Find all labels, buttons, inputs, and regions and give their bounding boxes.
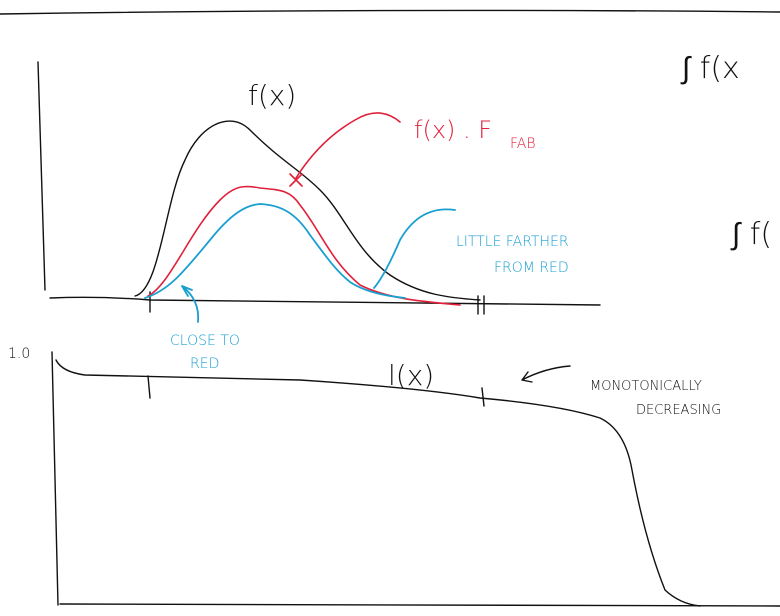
label-one: 1.0 [8, 346, 30, 362]
label-l: l(x) [388, 359, 434, 392]
label-mono: DECREASING [636, 403, 721, 418]
label-close: CLOSE TO [170, 333, 240, 349]
sketch: f(x) f(x) . F FAB LITTLE FARTHER FROM RE… [0, 0, 780, 616]
label-f-fab-sub: FAB [510, 136, 536, 152]
integral: ∫ f(x [680, 51, 740, 86]
label-f-fab: f(x) . F [414, 116, 492, 144]
label-f: f(x) [248, 79, 296, 112]
label-farther: LITTLE FARTHER [456, 234, 569, 250]
background [0, 0, 780, 616]
label-close: RED [190, 356, 219, 372]
label-farther: FROM RED [494, 260, 569, 276]
label-mono: MONOTONICALLY [590, 379, 702, 394]
integral: ∫ f( [730, 217, 772, 252]
